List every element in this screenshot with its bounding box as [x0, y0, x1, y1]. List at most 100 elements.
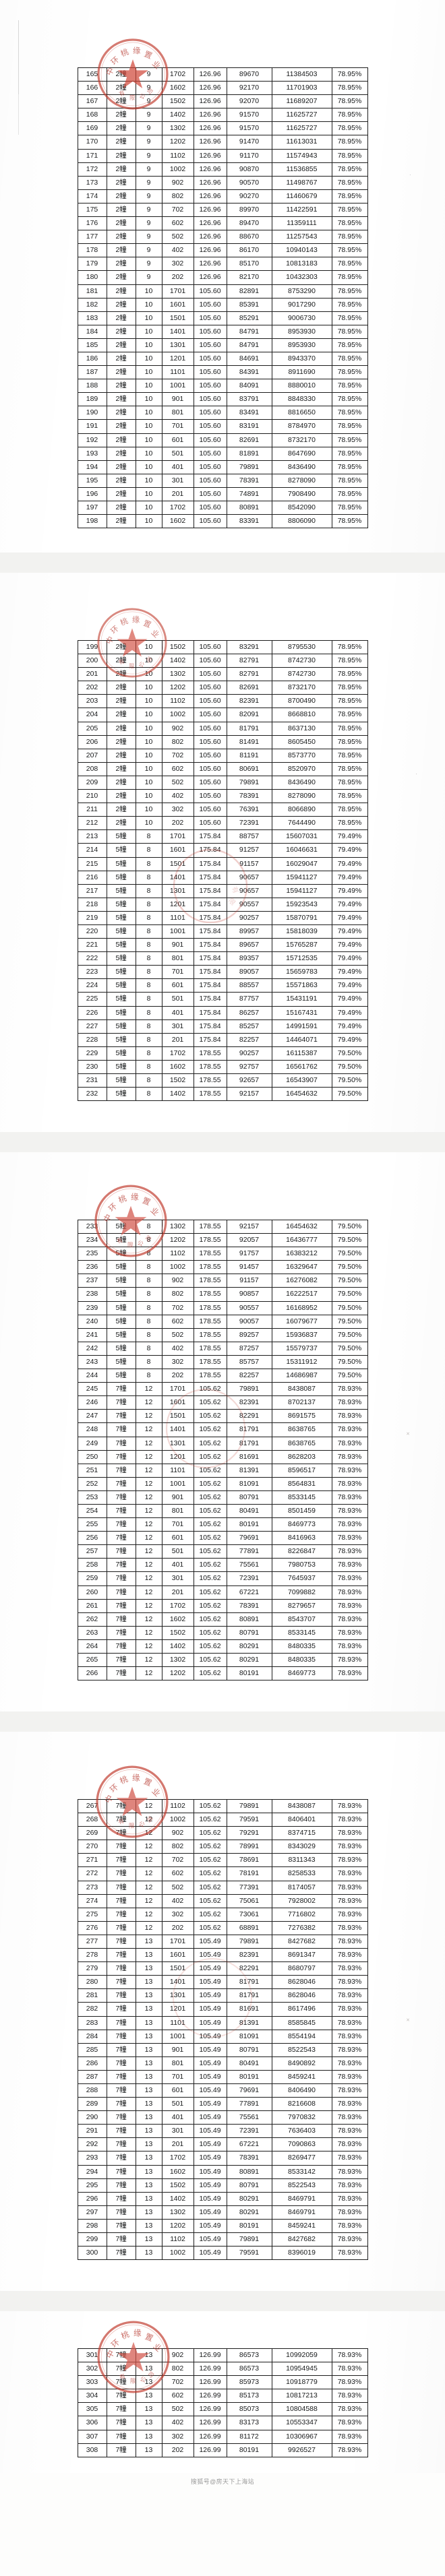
table-row: 252 7幢 12 1001 105.62 81091 8564831 78.93% [77, 1476, 368, 1491]
cell-ratio: 78.93% [331, 1531, 368, 1546]
cell-index: 230 [77, 1059, 107, 1075]
table-row: 261 7幢 12 1702 105.62 78391 8279657 78.93% [77, 1598, 368, 1613]
cell-area: 175.84 [193, 910, 227, 925]
cell-area: 105.49 [193, 2164, 227, 2179]
cell-index: 281 [77, 1988, 107, 2003]
cell-unit-price: 90270 [226, 189, 272, 203]
table-row: 295 7幢 13 1502 105.49 80791 8522543 78.93% [77, 2178, 368, 2193]
cell-index: 223 [77, 965, 107, 980]
cell-total-price: 10918779 [271, 2375, 332, 2390]
cell-total-price: 14991591 [271, 1019, 332, 1034]
table-row: 266 7幢 12 1202 105.62 80191 8469773 78.93% [77, 1666, 368, 1681]
cell-area: 105.62 [193, 1490, 227, 1505]
cell-unit-price: 92657 [226, 1073, 272, 1088]
cell-index: 244 [77, 1369, 107, 1383]
table-row: 241 5幢 8 502 178.55 89257 15936837 79.50% [77, 1327, 368, 1342]
table-row: 196 2幢 10 201 105.60 74891 7908490 78.95% [77, 486, 368, 502]
cell-unit-price: 80791 [226, 2042, 272, 2057]
cell-ratio: 79.49% [331, 978, 368, 993]
cell-unit-price: 78391 [226, 473, 272, 488]
cell-floor: 10 [135, 311, 162, 325]
cell-index: 206 [77, 734, 107, 749]
table-row: 174 2幢 9 802 126.96 90270 11460679 78.95% [77, 189, 368, 203]
cell-ratio: 78.93% [331, 2042, 368, 2057]
cell-building: 7幢 [106, 2218, 136, 2234]
cell-ratio: 79.49% [331, 856, 368, 871]
cell-area: 105.60 [193, 446, 227, 461]
cell-total-price: 8269477 [271, 2151, 332, 2166]
table-row: 207 2幢 10 702 105.60 81191 8573770 78.95% [77, 748, 368, 763]
cell-area: 105.62 [193, 1666, 227, 1681]
cell-unit-price: 82257 [226, 1032, 272, 1047]
cell-area: 105.62 [193, 1612, 227, 1627]
cell-floor: 13 [135, 1948, 162, 1963]
table-row: 180 2幢 9 202 126.96 82170 10432303 78.95% [77, 270, 368, 285]
cell-building: 7幢 [106, 1395, 136, 1410]
cell-unit-price: 82257 [226, 1369, 272, 1383]
cell-ratio: 78.93% [331, 2137, 368, 2152]
cell-total-price: 15659783 [271, 965, 332, 980]
table-row: 182 2幢 10 1601 105.60 85391 9017290 78.95% [77, 297, 368, 312]
cell-index: 279 [77, 1961, 107, 1976]
cell-area: 105.49 [193, 2205, 227, 2220]
cell-ratio: 78.95% [331, 216, 368, 231]
cell-unit-price: 90570 [226, 175, 272, 190]
cell-total-price: 8806090 [271, 514, 332, 529]
table-row: 281 7幢 13 1301 105.49 81791 8628046 78.93% [77, 1988, 368, 2003]
cell-index: 204 [77, 708, 107, 722]
table-row: 229 5幢 8 1702 178.55 90257 16115387 79.50% [77, 1046, 368, 1061]
scanned-document: · 165 2幢 9 1702 126.96 89670 11384503 78.95% 166… [0, 0, 445, 2485]
cell-total-price: 9017290 [271, 297, 332, 312]
cell-unit-price: 81091 [226, 2029, 272, 2044]
cell-floor: 12 [135, 1866, 162, 1881]
cell-area: 178.55 [193, 1354, 227, 1370]
cell-ratio: 78.93% [331, 2164, 368, 2179]
cell-ratio: 78.95% [331, 446, 368, 461]
cell-total-price: 7099882 [271, 1585, 332, 1600]
cell-building: 7幢 [106, 1948, 136, 1963]
cell-total-price: 8469791 [271, 2191, 332, 2206]
cell-floor: 13 [135, 2402, 162, 2417]
table-row: 219 5幢 8 1101 175.84 90257 15870791 79.49% [77, 910, 368, 925]
cell-area: 105.60 [193, 500, 227, 515]
cell-building: 7幢 [106, 1612, 136, 1627]
cell-room: 502 [161, 1327, 194, 1342]
cell-floor: 9 [135, 121, 162, 136]
table-row: 193 2幢 10 501 105.60 81891 8647690 78.95% [77, 446, 368, 461]
cell-building: 5幢 [106, 1019, 136, 1034]
cell-ratio: 79.49% [331, 897, 368, 912]
cell-index: 302 [77, 2362, 107, 2377]
table-row: 184 2幢 10 1401 105.60 84791 8953930 78.95% [77, 324, 368, 339]
cell-index: 254 [77, 1503, 107, 1519]
cell-floor: 12 [135, 1503, 162, 1519]
cell-ratio: 78.95% [331, 270, 368, 285]
cell-area: 105.60 [193, 324, 227, 339]
cell-room: 1202 [161, 1666, 194, 1681]
cell-unit-price: 77391 [226, 1880, 272, 1895]
table-row: 265 7幢 12 1302 105.62 80291 8480335 78.93% [77, 1652, 368, 1668]
cell-building: 5幢 [106, 1314, 136, 1329]
cell-index: 220 [77, 924, 107, 939]
cell-ratio: 78.93% [331, 2389, 368, 2404]
table-row: 208 2幢 10 602 105.60 80691 8520970 78.95% [77, 761, 368, 776]
cell-floor: 13 [135, 2124, 162, 2139]
cell-unit-price: 85173 [226, 2389, 272, 2404]
cell-ratio: 78.95% [331, 816, 368, 831]
cell-floor: 8 [135, 1287, 162, 1302]
cell-total-price: 8501459 [271, 1503, 332, 1519]
cell-unit-price: 75561 [226, 1558, 272, 1573]
cell-ratio: 78.93% [331, 2416, 368, 2430]
table-row: 175 2幢 9 702 126.96 89970 11422591 78.95% [77, 202, 368, 218]
cell-total-price: 8311343 [271, 1853, 332, 1868]
cell-floor: 13 [135, 2429, 162, 2444]
cell-room: 901 [161, 2042, 194, 2057]
cell-ratio: 78.93% [331, 1585, 368, 1600]
cell-area: 105.49 [193, 2218, 227, 2234]
cell-room: 1402 [161, 108, 194, 123]
cell-unit-price: 89470 [226, 216, 272, 231]
cell-unit-price: 87757 [226, 992, 272, 1007]
cell-total-price: 15870791 [271, 910, 332, 925]
cell-index: 278 [77, 1948, 107, 1963]
cell-building: 2幢 [106, 639, 136, 655]
cell-ratio: 79.49% [331, 965, 368, 980]
